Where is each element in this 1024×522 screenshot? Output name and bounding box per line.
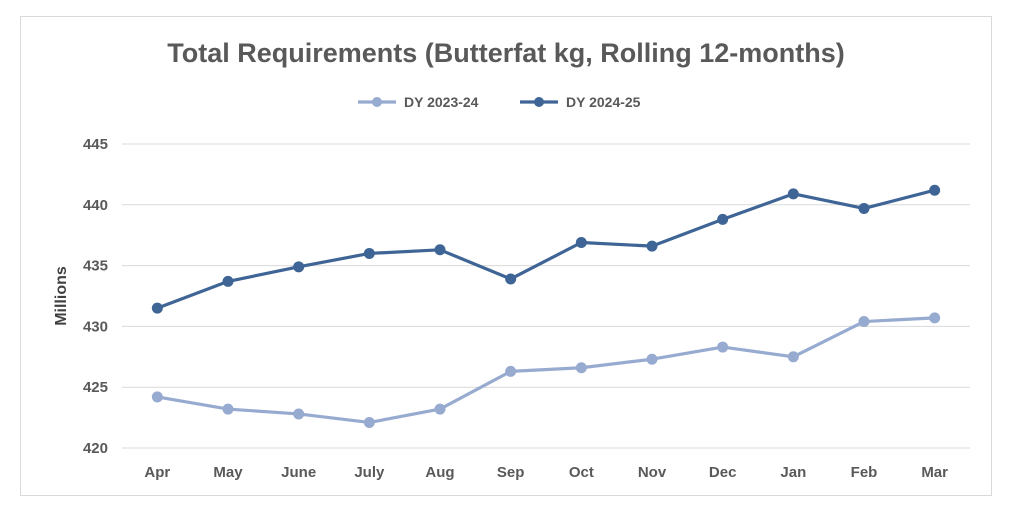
legend-swatch-marker [534, 97, 544, 107]
data-point [505, 365, 517, 377]
data-point [293, 408, 305, 420]
x-tick-label: Dec [709, 464, 737, 481]
data-point [787, 351, 799, 363]
x-tick-label: Sep [497, 464, 525, 481]
series-line [157, 316, 935, 425]
series-2 [151, 184, 941, 314]
data-point [717, 213, 729, 225]
x-tick-label: May [213, 464, 243, 481]
data-point [646, 240, 658, 252]
series-1 [151, 312, 941, 428]
x-tick-label: Apr [144, 464, 170, 481]
data-point [575, 362, 587, 374]
data-point [929, 312, 941, 324]
data-point [151, 391, 163, 403]
data-point [929, 184, 941, 196]
data-point [787, 188, 799, 200]
data-point [363, 247, 375, 259]
x-tick-label: Mar [921, 464, 948, 481]
chart-title: Total Requirements (Butterfat kg, Rollin… [167, 38, 845, 68]
y-tick-label: 420 [83, 440, 108, 457]
data-point [222, 403, 234, 415]
data-point [717, 341, 729, 353]
y-tick-label: 435 [83, 258, 108, 275]
series-group [151, 184, 941, 428]
data-point [505, 273, 517, 285]
data-point [222, 275, 234, 287]
data-point [434, 244, 446, 256]
legend-item-2: DY 2024-25 [520, 94, 641, 110]
x-tick-label: June [281, 464, 316, 481]
legend: DY 2023-24 DY 2024-25 [358, 94, 641, 110]
gridlines [122, 143, 970, 449]
legend-item-1: DY 2023-24 [358, 94, 479, 110]
x-tick-label: Feb [851, 464, 878, 481]
legend-swatch-marker [372, 97, 382, 107]
legend-label: DY 2024-25 [566, 94, 641, 110]
data-point [434, 403, 446, 415]
data-point [575, 236, 587, 248]
data-point [293, 261, 305, 273]
y-tick-label: 440 [83, 197, 108, 214]
data-point [858, 316, 870, 328]
series-line [156, 188, 936, 310]
legend-label: DY 2023-24 [404, 94, 479, 110]
x-tick-label: Jan [780, 464, 806, 481]
chart-frame [20, 16, 992, 496]
x-tick-label: Oct [569, 464, 594, 481]
data-point [646, 353, 658, 365]
y-tick-label: 430 [83, 318, 108, 335]
data-point [363, 416, 375, 428]
data-point [858, 202, 870, 214]
x-tick-label: Nov [638, 464, 667, 481]
x-tick-label: July [354, 464, 385, 481]
y-axis-ticks: 420 425 430 435 440 445 [83, 136, 108, 457]
y-tick-label: 445 [83, 136, 108, 153]
y-tick-label: 425 [83, 379, 108, 396]
y-axis-label: Millions [53, 266, 70, 326]
x-axis-ticks: Apr May June July Aug Sep Oct Nov Dec Jan Feb Mar [144, 464, 948, 481]
x-tick-label: Aug [425, 464, 454, 481]
data-point [151, 302, 163, 314]
